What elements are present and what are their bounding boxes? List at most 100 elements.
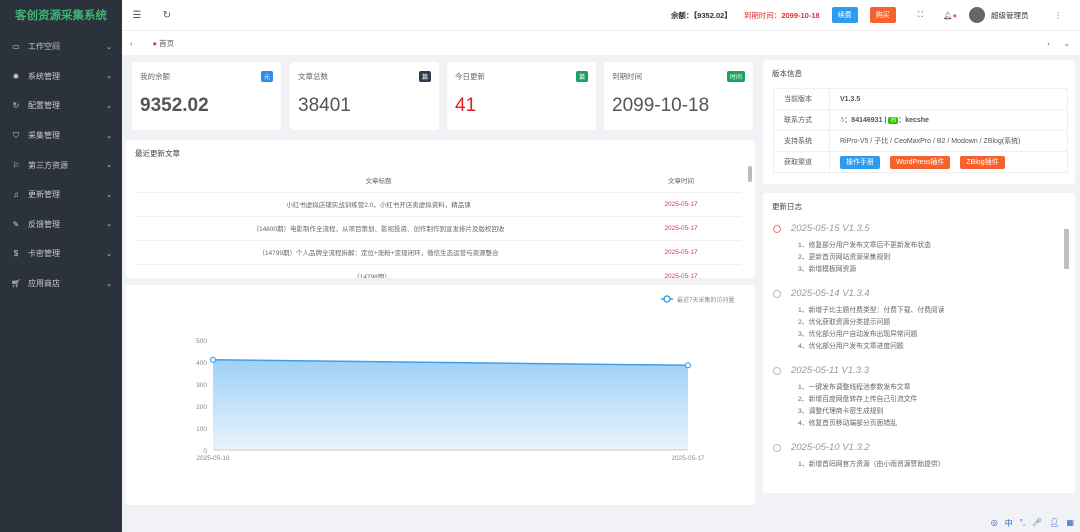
stat-card: 到期时间 时间 2099-10-18 — [604, 62, 753, 130]
chart-panel: 0 100 200 300 400 500 2025-05-16 2025-05-17 最近7天… — [126, 285, 755, 505]
y-tick-label: 100 — [196, 426, 207, 433]
stat-card: 今日更新篇 41 — [447, 62, 596, 130]
tab-home[interactable]: ● 首页 — [152, 38, 175, 48]
sidebar-item[interactable]: ✎ 反馈管理 ⌄ — [0, 210, 122, 240]
refresh-icon: ↻ — [12, 101, 20, 111]
ime-lang[interactable]: 中 — [1004, 519, 1013, 528]
articles-table: 文章标题 文章时间 小红书虚拟店铺实战训练营2.0，小红书开店卖虚拟资料，精品课 2… — [136, 168, 741, 278]
x-tick-label: 2025-05-17 — [671, 455, 705, 462]
user-icon[interactable]: 👤︎ — [1049, 518, 1060, 527]
sidebar: 客创资源采集系统 ▭ 工作空间 ⌄ ✹ 系统管理 ⌄ ↻ 配置管理 ⌄ ⛉ 采集管理 ⌄ ⚐ 第三方资源 ⌄… — [0, 0, 122, 532]
x-tick-label: 2025-05-16 — [196, 455, 230, 462]
zblog-plugin-button[interactable]: ZBlog插件 — [960, 156, 1005, 169]
changelog-entry: 2025-05-15 V1.3.5 1、修复部分用户发布文章后不更新发布状态 2、更… — [773, 223, 1058, 276]
changelog-entry: 2025-05-11 V1.3.3 1、一键发布调整线程池参数发布文章 2、新增百度… — [773, 365, 1058, 430]
table-row[interactable]: （14799期）个人品牌全流程拆解：定位+涨粉+变现闭环，微信生态运营与资源整合… — [136, 240, 741, 265]
chevron-down-icon: ⌄ — [106, 162, 112, 170]
stat-badge: 篇 — [575, 71, 588, 82]
menu-toggle-icon[interactable]: ☰ — [132, 9, 142, 21]
sidebar-item[interactable]: ▭ 工作空间 ⌄ — [0, 32, 122, 62]
stat-badge: 元 — [260, 71, 273, 82]
sidebar-item[interactable]: ⚐ 第三方资源 ⌄ — [0, 150, 122, 180]
dollar-icon: $ — [13, 249, 19, 259]
timeline-dot-icon — [773, 289, 781, 298]
refresh-icon[interactable]: ↻ — [162, 9, 172, 21]
y-tick-label: 500 — [196, 338, 207, 345]
stat-card: 我的余额元 9352.02 — [132, 62, 281, 130]
feedback-icon: ✎ — [12, 219, 20, 229]
user-name[interactable]: 超级管理员 — [991, 10, 1029, 20]
stat-badge: 篇 — [418, 71, 431, 82]
mic-icon[interactable]: 🎤︎ — [1032, 518, 1043, 527]
sidebar-item[interactable]: $ 卡密管理 ⌄ — [0, 239, 122, 269]
top-header: ☰ ↻ 余额：【9352.02】 到期时间：2099-10-18 续费 购买 ⛶… — [122, 0, 1080, 31]
data-point — [209, 356, 217, 363]
recent-articles-panel: 最近更新文章 文章标题 文章时间 小红书虚拟店铺实战训练营2.0，小红书开店卖虚拟… — [126, 140, 755, 278]
timeline-dot-icon — [773, 366, 781, 375]
table-row[interactable]: （14798期）…… 2025-05-17 — [136, 264, 741, 278]
legend-marker — [663, 295, 671, 303]
changelog-entry: 2025-05-14 V1.3.4 1、新增子比主题付费类型：付费下载、付费阅读 2… — [773, 288, 1058, 353]
shield-icon: ⛉ — [13, 130, 19, 140]
monitor-icon: ▭ — [12, 42, 20, 52]
ime-punct-icon[interactable]: °, — [1019, 518, 1026, 527]
stat-value: 2099-10-18 — [612, 95, 710, 116]
stat-value: 38401 — [298, 95, 351, 116]
version-row: 当前版本 V1.3.5 — [773, 88, 1068, 110]
gear-icon: ✹ — [12, 71, 20, 81]
systems-row: 支持系统 RiPro-V5 / 子比 / CeoMaxPro / B2 / Mod… — [773, 130, 1068, 152]
tabs-dropdown-icon[interactable]: ⌄ — [1063, 38, 1070, 48]
buy-button[interactable]: 购买 — [869, 7, 896, 23]
y-tick-label: 300 — [196, 382, 207, 389]
timeline-dot-icon — [773, 224, 781, 233]
tabs-left-icon[interactable]: ‹ — [130, 38, 133, 48]
ime-toolbar: ◎ 中 °, 🎤︎ 👤︎ ▦ — [991, 518, 1074, 529]
sidebar-item[interactable]: 🛒︎ 应用商店 ⌄ — [10, 279, 112, 289]
wordpress-plugin-button[interactable]: WordPress插件 — [889, 156, 951, 169]
stat-value: 41 — [455, 95, 477, 116]
avatar[interactable] — [969, 7, 985, 23]
chevron-down-icon: ⌄ — [106, 221, 112, 229]
version-panel: 版本信息 当前版本 V1.3.5 联系方式 🐧︎：84146931 | ✉ ：kecs… — [763, 60, 1075, 184]
y-tick-label: 400 — [196, 360, 207, 367]
sidebar-item[interactable]: ♫ 更新管理 ⌄ — [0, 180, 122, 210]
legend-label: 最近7天采集的访问量 — [677, 296, 734, 304]
timeline-dot-icon — [773, 443, 781, 452]
chevron-down-icon: ⌄ — [106, 102, 112, 110]
renew-button[interactable]: 续费 — [831, 7, 858, 23]
chevron-down-icon: ⌄ — [106, 73, 112, 81]
wechat-icon: ✉ — [888, 117, 899, 124]
app-logo: 客创资源采集系统 — [15, 10, 107, 22]
chevron-down-icon: ⌄ — [106, 280, 112, 288]
bell-icon[interactable]: 🔔︎● — [942, 10, 957, 20]
panel-title: 更新日志 — [772, 202, 802, 211]
chevron-down-icon: ⌄ — [106, 191, 112, 199]
manual-button[interactable]: 操作手册 — [840, 156, 880, 169]
y-tick-label: 200 — [196, 404, 207, 411]
changelog-panel: 更新日志 2025-05-15 V1.3.5 1、修复部分用户发布文章后不更新发布… — [763, 193, 1075, 493]
col-time: 文章时间 — [621, 168, 741, 193]
sidebar-item[interactable]: ✹ 系统管理 ⌄ — [0, 62, 122, 92]
table-row[interactable]: 小红书虚拟店铺实战训练营2.0，小红书开店卖虚拟资料，精品课 2025-05-17 — [136, 192, 741, 217]
ime-logo-icon[interactable]: ◎ — [990, 518, 998, 527]
tabs-right-icon[interactable]: › — [1047, 38, 1050, 48]
stat-badge: 时间 — [726, 71, 745, 82]
table-scrollbar[interactable] — [748, 166, 752, 182]
contact-row: 联系方式 🐧︎：84146931 | ✉ ：kecshe — [773, 109, 1068, 131]
panel-title: 最近更新文章 — [135, 149, 180, 158]
col-title: 文章标题 — [136, 168, 621, 193]
chevron-down-icon: ⌄ — [106, 132, 112, 140]
sidebar-item[interactable]: ↻ 配置管理 ⌄ — [0, 91, 122, 121]
grid-icon[interactable]: ▦ — [1066, 518, 1074, 527]
balance-display: 余额：【9352.02】 — [670, 10, 732, 20]
changelog-entry: 2025-05-10 V1.3.2 1、新增首码网官方资源（由小雨资源赞助提供） — [773, 442, 1058, 471]
more-icon[interactable]: ⋮ — [1054, 10, 1063, 20]
fullscreen-icon[interactable]: ⛶ — [917, 10, 923, 19]
changelog-scrollbar[interactable] — [1064, 229, 1069, 269]
data-point — [684, 362, 692, 369]
cart-icon: 🛒︎ — [10, 279, 22, 289]
series-area — [213, 359, 688, 450]
sidebar-item[interactable]: ⛉ 采集管理 ⌄ — [0, 121, 122, 151]
table-row[interactable]: （14800期）电影制作全流程，从项目策划、影视投资、创作制作到宣发排片及版权回… — [136, 216, 741, 241]
bell-icon: ♫ — [13, 190, 19, 200]
